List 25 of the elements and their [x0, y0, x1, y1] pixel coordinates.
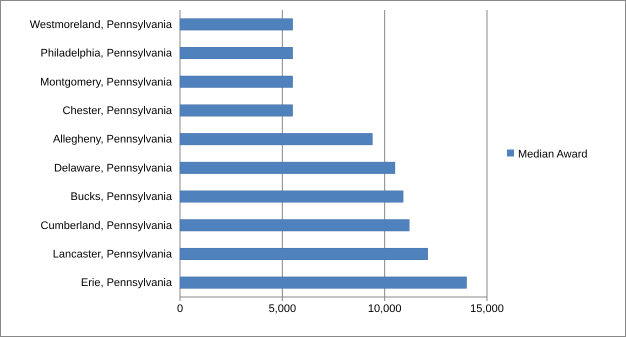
- y-tick-label: Montgomery, Pennsylvania: [40, 76, 173, 88]
- y-tick-label: Delaware, Pennsylvania: [54, 162, 173, 174]
- bar: [180, 18, 293, 30]
- bar: [180, 47, 293, 60]
- bar: [180, 219, 410, 232]
- bar: [180, 133, 373, 146]
- legend-label: Median Award: [518, 148, 588, 160]
- y-tick-label: Westmoreland, Pennsylvania: [30, 18, 173, 31]
- y-tick-label: Allegheny, Pennsylvania: [52, 134, 173, 146]
- bar: [180, 104, 293, 116]
- y-tick-label: Bucks, Pennsylvania: [70, 191, 173, 204]
- y-tick-label: Erie, Pennsylvania: [80, 277, 173, 290]
- x-tick-label: 10,000: [368, 302, 402, 315]
- y-tick-label: Lancaster, Pennsylvania: [52, 248, 173, 260]
- y-tick-label: Chester, Pennsylvania: [62, 104, 173, 117]
- bar: [180, 248, 428, 260]
- x-tick-label: 0: [176, 302, 184, 315]
- y-tick-label: Philadelphia, Pennsylvania: [40, 48, 173, 60]
- bar: [180, 276, 467, 289]
- y-tick-label: Cumberland, Pennsylvania: [40, 220, 173, 232]
- bar: [180, 76, 293, 88]
- x-tick-label: 5,000: [268, 302, 296, 315]
- x-tick-label: 15,000: [470, 302, 504, 315]
- bar: [180, 190, 404, 203]
- bar: [180, 162, 396, 174]
